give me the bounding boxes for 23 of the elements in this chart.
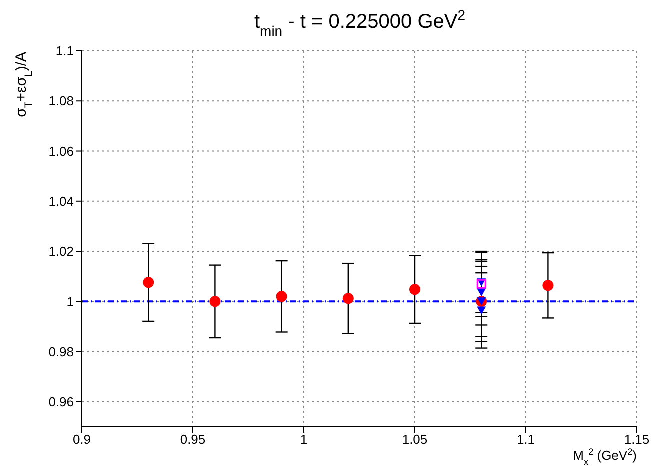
point <box>276 291 288 302</box>
point <box>342 293 354 304</box>
y-tick-label: 1.1 <box>56 44 74 59</box>
y-tick-label: 1 <box>66 294 74 310</box>
y-tick-label: 1.02 <box>48 244 74 260</box>
y-tick-label: 1.04 <box>48 194 74 210</box>
y-tick-label: 1.06 <box>48 144 74 159</box>
chart-title: t$_{min}$ - t = 0.225000 GeV$^{2}$ <box>254 7 466 39</box>
x-tick-label: 1.05 <box>402 432 428 448</box>
point <box>410 284 420 296</box>
x-tick-label: 1.1 <box>516 432 536 448</box>
point <box>143 277 154 288</box>
x-tick-label: 1 <box>300 432 308 448</box>
y-tick-label: 0.98 <box>48 344 74 360</box>
point <box>477 306 486 315</box>
y-tick-label: 0.96 <box>48 394 74 410</box>
x-tick-label: 0.95 <box>180 432 206 448</box>
x-tick-label: 1.15 <box>624 432 650 448</box>
x-tick-label: 0.9 <box>72 432 92 448</box>
point <box>542 280 554 292</box>
y-tick-label: 1.08 <box>48 94 74 109</box>
x-axis-title: M$_{x}$$^{2}$ (GeV$^{2}$) <box>573 447 637 466</box>
point <box>210 296 221 308</box>
